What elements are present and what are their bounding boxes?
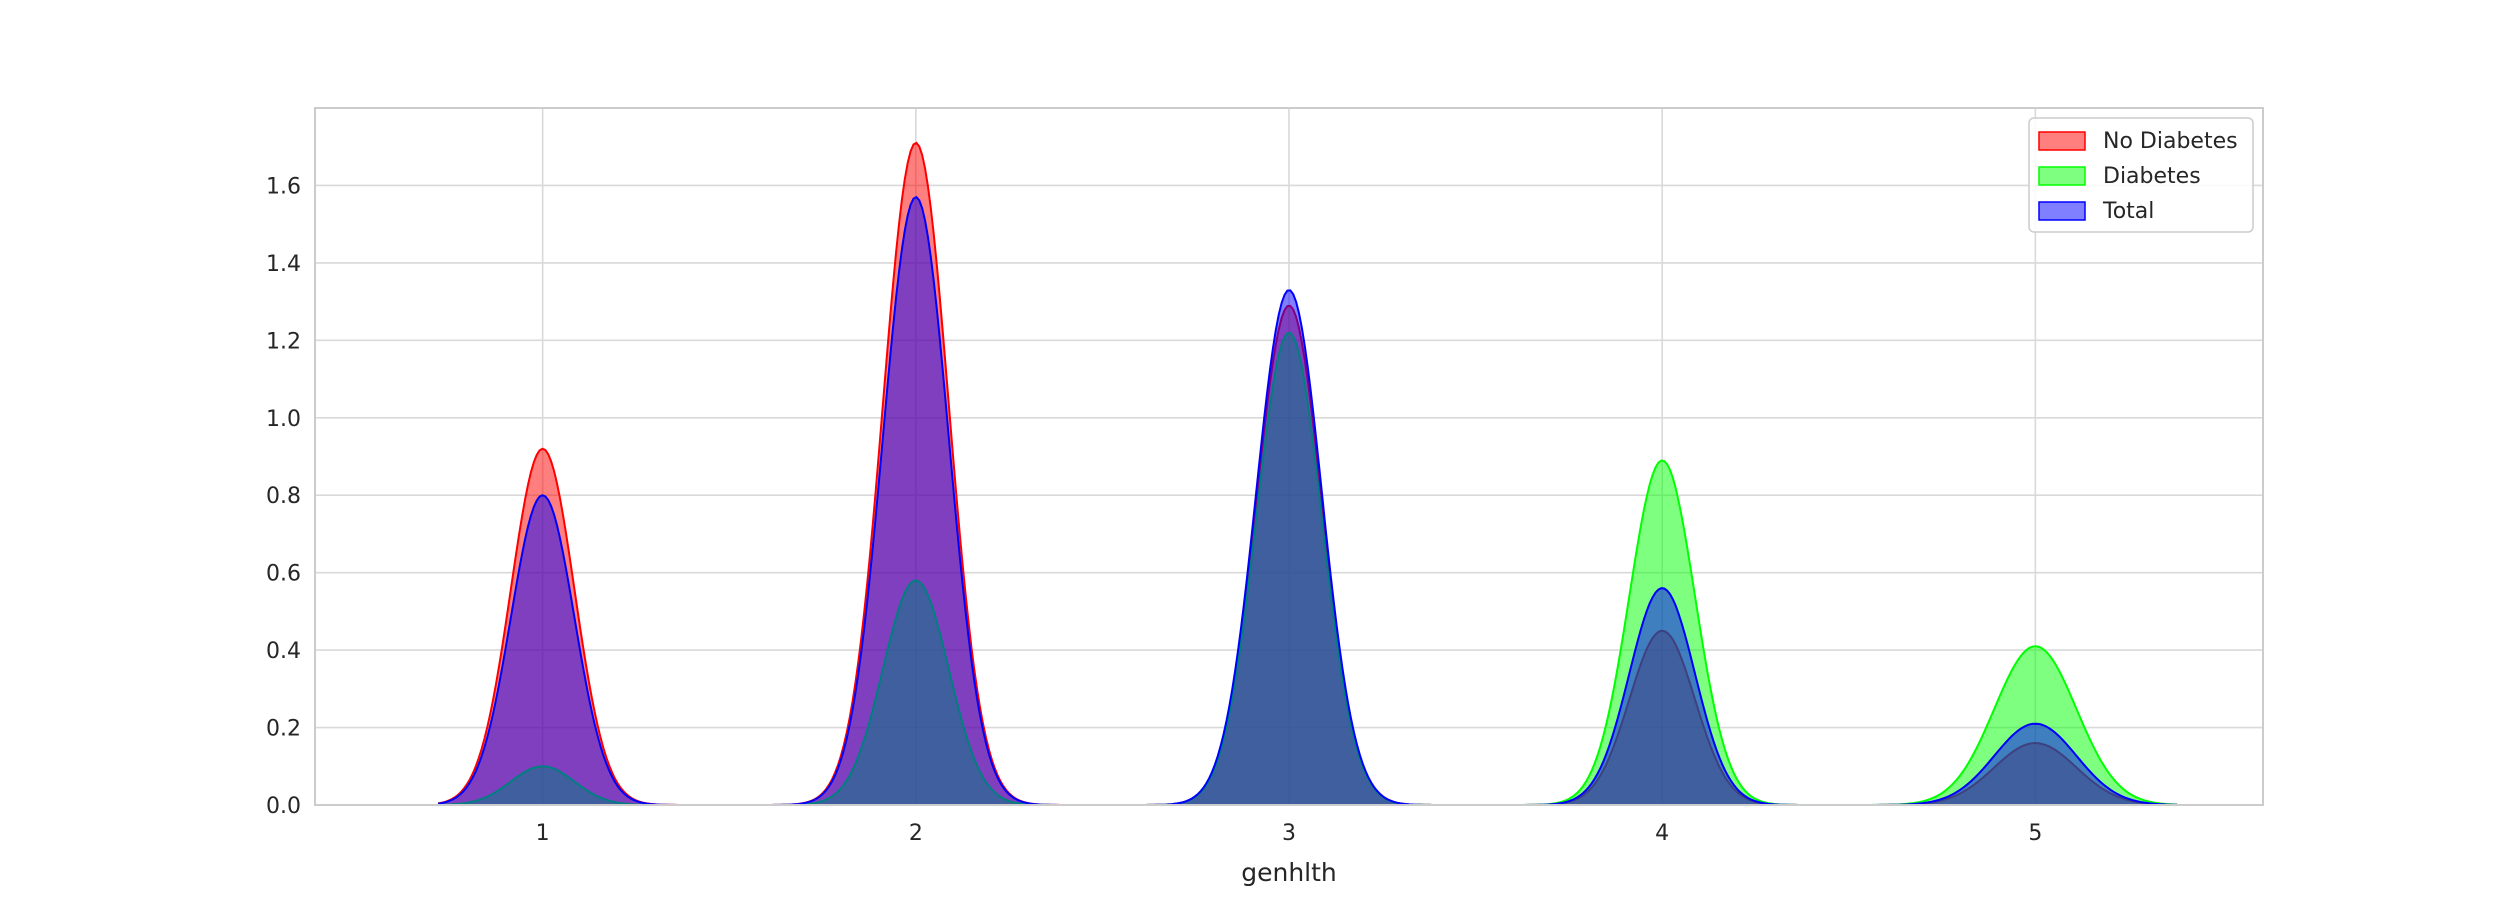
x-tick-label: 3 <box>1282 821 1296 846</box>
legend-swatch <box>2038 201 2086 221</box>
y-tick-label: 1.2 <box>266 329 301 354</box>
y-tick-label: 1.0 <box>266 407 301 432</box>
y-tick-label: 1.4 <box>266 252 301 277</box>
y-tick-label: 0.2 <box>266 717 301 742</box>
legend-swatch <box>2038 166 2086 186</box>
legend-entry: No Diabetes <box>2103 129 2238 154</box>
y-tick-label: 0.8 <box>266 484 301 509</box>
y-tick-label: 0.4 <box>266 639 301 664</box>
x-axis-label: genhlth <box>1241 858 1337 887</box>
y-tick-label: 0.0 <box>266 794 301 819</box>
legend-swatch <box>2038 131 2086 151</box>
y-tick-label: 0.6 <box>266 562 301 587</box>
x-tick-label: 2 <box>909 821 923 846</box>
y-tick-label: 1.6 <box>266 174 301 199</box>
x-tick-label: 1 <box>536 821 550 846</box>
series-area <box>438 197 2178 806</box>
tick-labels: 1 2 3 4 5 0.0 0.2 0.4 0.6 0.8 1.0 1.2 1.4 1.6 <box>266 174 2042 846</box>
legend: No Diabetes Diabetes Total <box>2028 117 2254 233</box>
legend-entry: Total <box>2102 199 2154 224</box>
x-tick-label: 5 <box>2028 821 2042 846</box>
plot-frame <box>314 107 2264 806</box>
legend-entry: Diabetes <box>2103 164 2201 189</box>
x-tick-label: 4 <box>1655 821 1669 846</box>
series-areas <box>437 141 2178 806</box>
